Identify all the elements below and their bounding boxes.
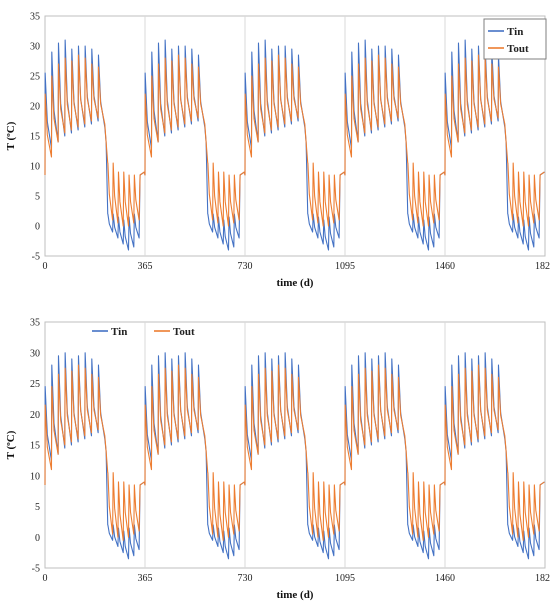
y-axis-title: T (ºC) [5,430,17,459]
x-tick-label: 1095 [335,261,355,272]
x-axis-title: time (d) [277,277,314,289]
y-tick-label: 15 [30,441,40,452]
x-tick-label: 1460 [435,573,455,584]
y-tick-label: -5 [32,564,40,575]
x-tick-label: 1825 [535,261,550,272]
legend-label-tin: Tin [507,26,523,38]
temperature-chart-bottom: -5051015202530350365730109514601825time … [5,318,550,602]
y-tick-label: 30 [30,42,40,53]
legend-label-tin: Tin [111,326,127,338]
x-tick-label: 730 [238,573,253,584]
x-tick-label: 365 [138,261,153,272]
y-tick-label: 10 [30,471,40,482]
x-axis-title: time (d) [277,589,314,601]
y-tick-label: 0 [35,533,40,544]
y-tick-label: 20 [30,410,40,421]
legend-label-tout: Tout [173,326,195,338]
y-tick-label: 35 [30,318,40,329]
legend-label-tout: Tout [507,43,529,55]
y-tick-label: 15 [30,132,40,143]
series-line-tin [44,39,545,251]
x-tick-label: 0 [43,573,48,584]
plot-area [44,321,546,569]
series-line-tout [44,54,545,227]
x-tick-label: 1825 [535,573,550,584]
series-line-tin [44,352,545,560]
y-tick-label: 35 [30,12,40,23]
series-line-tout [44,364,545,541]
x-tick-label: 365 [138,573,153,584]
y-tick-label: 0 [35,222,40,233]
temperature-chart-top: -5051015202530350365730109514601825time … [5,12,550,290]
y-tick-label: 5 [35,502,40,513]
y-tick-label: 25 [30,72,40,83]
legend [483,18,547,60]
x-tick-label: 1095 [335,573,355,584]
y-tick-label: 30 [30,348,40,359]
y-tick-label: -5 [32,252,40,263]
y-axis-title: T (ºC) [5,121,17,150]
y-tick-label: 20 [30,102,40,113]
x-tick-label: 0 [43,261,48,272]
y-tick-label: 25 [30,379,40,390]
x-tick-label: 730 [238,261,253,272]
y-tick-label: 10 [30,162,40,173]
plot-area [44,15,546,257]
y-tick-label: 5 [35,192,40,203]
x-tick-label: 1460 [435,261,455,272]
